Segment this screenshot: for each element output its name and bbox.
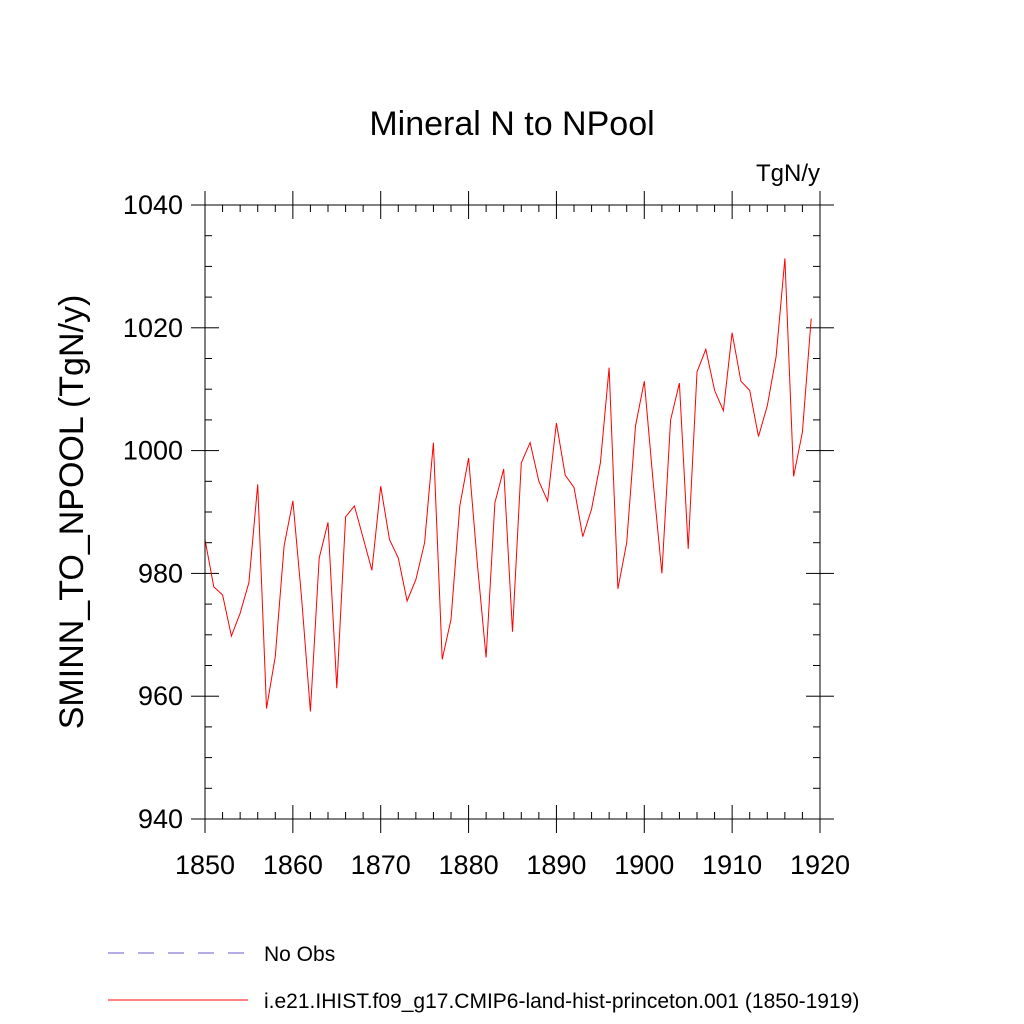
- units-label: TgN/y: [756, 160, 820, 187]
- x-tick-label: 1880: [439, 850, 499, 880]
- axis-ticks: [191, 191, 834, 833]
- y-axis-label: SMINN_TO_NPOOL (TgN/y): [53, 295, 91, 730]
- y-tick-label: 1020: [123, 313, 183, 343]
- x-tick-label: 1890: [526, 850, 586, 880]
- series-line-0: [204, 258, 812, 712]
- y-tick-label: 1000: [123, 436, 183, 466]
- x-tick-label: 1860: [263, 850, 323, 880]
- y-tick-label: 980: [138, 558, 183, 588]
- x-tick-label: 1850: [175, 850, 235, 880]
- y-tick-label: 960: [138, 681, 183, 711]
- plot-frame: [204, 204, 821, 820]
- x-tick-label: 1870: [351, 850, 411, 880]
- y-tick-label: 940: [138, 804, 183, 834]
- series-layer: [204, 258, 812, 712]
- legend-label-model-run: i.e21.IHIST.f09_g17.CMIP6-land-hist-prin…: [264, 990, 859, 1013]
- legend: No Obs i.e21.IHIST.f09_g17.CMIP6-land-hi…: [108, 943, 859, 1013]
- chart-title: Mineral N to NPool: [369, 105, 654, 143]
- axis-tick-labels: 1850 1860 1870 1880 1890 1900 1910 1920 940 960 98…: [123, 190, 850, 880]
- x-tick-label: 1900: [614, 850, 674, 880]
- y-tick-label: 1040: [123, 190, 183, 220]
- legend-label-no-obs: No Obs: [264, 943, 335, 966]
- x-tick-label: 1910: [702, 850, 762, 880]
- x-tick-label: 1920: [790, 850, 850, 880]
